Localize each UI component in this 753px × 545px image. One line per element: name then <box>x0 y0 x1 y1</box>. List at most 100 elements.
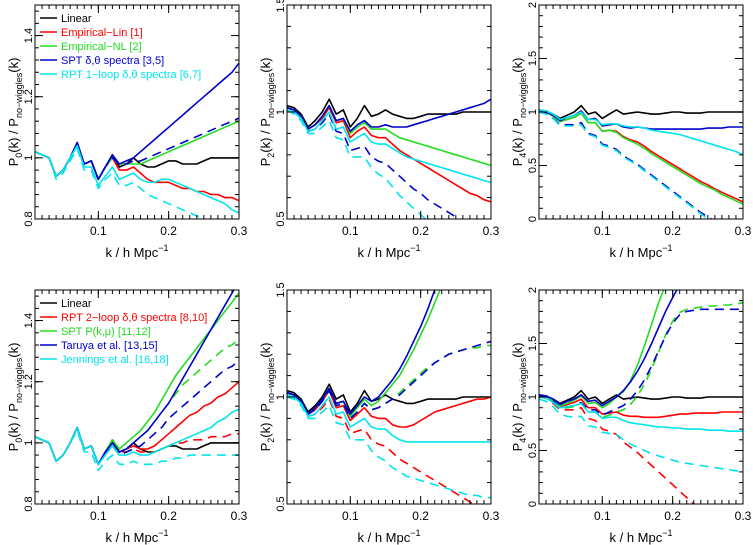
legend-label: RPT 2−loop δ,θ spectra [8,10] <box>61 312 207 324</box>
series-line <box>287 394 491 443</box>
x-tick-label: 0.2 <box>160 509 177 523</box>
y-tick-label: 1.2 <box>23 89 35 104</box>
legend-label: Taruya et al. [13,15] <box>61 340 158 352</box>
series-line <box>287 383 491 413</box>
series-line <box>287 290 436 415</box>
y-tick-label: 0.5 <box>527 158 539 173</box>
series-line <box>287 98 491 133</box>
x-tick-label: 0.3 <box>735 509 752 523</box>
y-tick-label: 1.5 <box>275 282 287 297</box>
y-tick-label: 1 <box>275 109 287 115</box>
x-tick-label: 0.3 <box>231 224 248 238</box>
x-tick-label: 0.2 <box>160 224 177 238</box>
plot-frame <box>34 4 240 220</box>
series-line <box>35 141 239 202</box>
x-tick-label: 0.3 <box>231 509 248 523</box>
x-tick-label: 0.1 <box>90 224 107 238</box>
legend: Linear Empirical−Lin [1] Empirical−NL [2] S… <box>40 13 201 81</box>
panel-1-2: 0.1 0.2 0.3 0 0.5 1 1.5 2 k / h Mpc−1 P4(k) / Pno… <box>510 287 752 545</box>
y-tick-label: 0 <box>527 501 539 507</box>
series-line <box>287 109 461 219</box>
series-line <box>539 290 665 409</box>
y-axis-label: P2(k) / Pno−wiggles(k) <box>258 343 276 452</box>
x-axis-label: k / h Mpc−1 <box>357 528 420 545</box>
y-tick-label: 0.8 <box>23 211 35 226</box>
y-tick-label: 1 <box>275 394 287 400</box>
series-line <box>35 141 239 181</box>
legend-label: SPT P(k,μ) [11,12] <box>61 326 151 338</box>
series-line <box>35 408 239 466</box>
panel-1-1: 0.1 0.2 0.3 0.5 1 1.5 k / h Mpc−1 P2(k) / Pno−w… <box>258 282 500 545</box>
legend-label: Linear <box>61 298 92 310</box>
series-line <box>35 429 239 472</box>
y-axis-label: P4(k) / Pno−wiggles(k) <box>510 58 528 167</box>
series-group <box>35 290 239 472</box>
series-line <box>287 106 491 203</box>
series-line <box>539 104 743 120</box>
y-tick-label: 1 <box>527 394 539 400</box>
x-tick-label: 0.2 <box>664 224 681 238</box>
plot-frame <box>34 289 240 505</box>
y-tick-label: 0.5 <box>527 443 539 458</box>
y-tick-label: 1 <box>23 440 35 446</box>
x-axis-label: k / h Mpc−1 <box>609 528 672 545</box>
series-line <box>287 98 491 128</box>
y-tick-label: 1.5 <box>527 51 539 66</box>
x-tick-label: 0.3 <box>483 224 500 238</box>
legend-label: Linear <box>61 13 92 25</box>
y-tick-label: 1.2 <box>23 374 35 389</box>
series-line <box>35 144 239 214</box>
y-tick-label: 1.4 <box>23 313 35 328</box>
legend-label: Empirical−Lin [1] <box>61 27 143 39</box>
x-axis-label: k / h Mpc−1 <box>609 243 672 260</box>
series-line <box>539 396 695 504</box>
series-group <box>35 62 239 219</box>
series-line <box>539 111 710 219</box>
panel-0-2: 0.1 0.2 0.3 0 0.5 1 1.5 2 k / h Mpc−1 P4(k) / Pno… <box>510 2 752 260</box>
y-tick-label: 2 <box>527 287 539 293</box>
x-tick-label: 0.2 <box>664 509 681 523</box>
series-line <box>287 396 491 499</box>
series-line <box>287 340 491 420</box>
series-line <box>287 109 427 219</box>
y-tick-label: 0.5 <box>275 496 287 511</box>
x-tick-label: 0.3 <box>483 509 500 523</box>
y-tick-label: 1.4 <box>23 28 35 43</box>
series-line <box>287 109 491 184</box>
y-tick-label: 1 <box>527 109 539 115</box>
y-tick-label: 1 <box>23 155 35 161</box>
x-tick-label: 0.1 <box>594 509 611 523</box>
y-axis-label: P0(k) / Pno−wiggles(k) <box>6 58 24 167</box>
series-line <box>539 290 678 407</box>
legend-label: SPT δ,θ spectra [3,5] <box>61 55 164 67</box>
y-tick-label: 0.8 <box>23 496 35 511</box>
x-tick-label: 0.1 <box>594 224 611 238</box>
legend: Linear RPT 2−loop δ,θ spectra [8,10] SPT P… <box>40 298 207 366</box>
series-group <box>539 104 743 219</box>
x-tick-label: 0.2 <box>412 509 429 523</box>
series-group <box>539 290 743 504</box>
x-tick-label: 0.3 <box>735 224 752 238</box>
y-tick-label: 1.5 <box>275 0 287 13</box>
x-tick-label: 0.1 <box>342 509 359 523</box>
series-line <box>287 389 491 428</box>
x-axis-label: k / h Mpc−1 <box>105 243 168 260</box>
series-line <box>539 109 743 156</box>
series-line <box>539 396 743 433</box>
legend-label: Jennings et al. [16,18] <box>61 354 169 366</box>
series-line <box>539 389 743 405</box>
panel-0-0: 0.1 0.2 0.3 0.8 1 1.2 1.4 k / h Mpc−1 P0(k) / Pn… <box>6 4 248 260</box>
series-line <box>287 394 475 504</box>
panel-0-1: 0.1 0.2 0.3 0.5 1 1.5 k / h Mpc−1 P2(k) / Pno−w… <box>258 0 500 260</box>
y-axis-label: P2(k) / Pno−wiggles(k) <box>258 58 276 167</box>
panel-1-0: 0.1 0.2 0.3 0.8 1 1.2 1.4 k / h Mpc−1 P0(k) / Pn… <box>6 289 248 545</box>
y-axis-label: P0(k) / Pno−wiggles(k) <box>6 343 24 452</box>
series-line <box>539 395 743 419</box>
series-group <box>287 98 491 219</box>
y-tick-label: 0 <box>527 216 539 222</box>
series-line <box>35 426 239 466</box>
x-axis-label: k / h Mpc−1 <box>357 243 420 260</box>
series-group <box>287 290 491 504</box>
y-tick-label: 0.5 <box>275 211 287 226</box>
